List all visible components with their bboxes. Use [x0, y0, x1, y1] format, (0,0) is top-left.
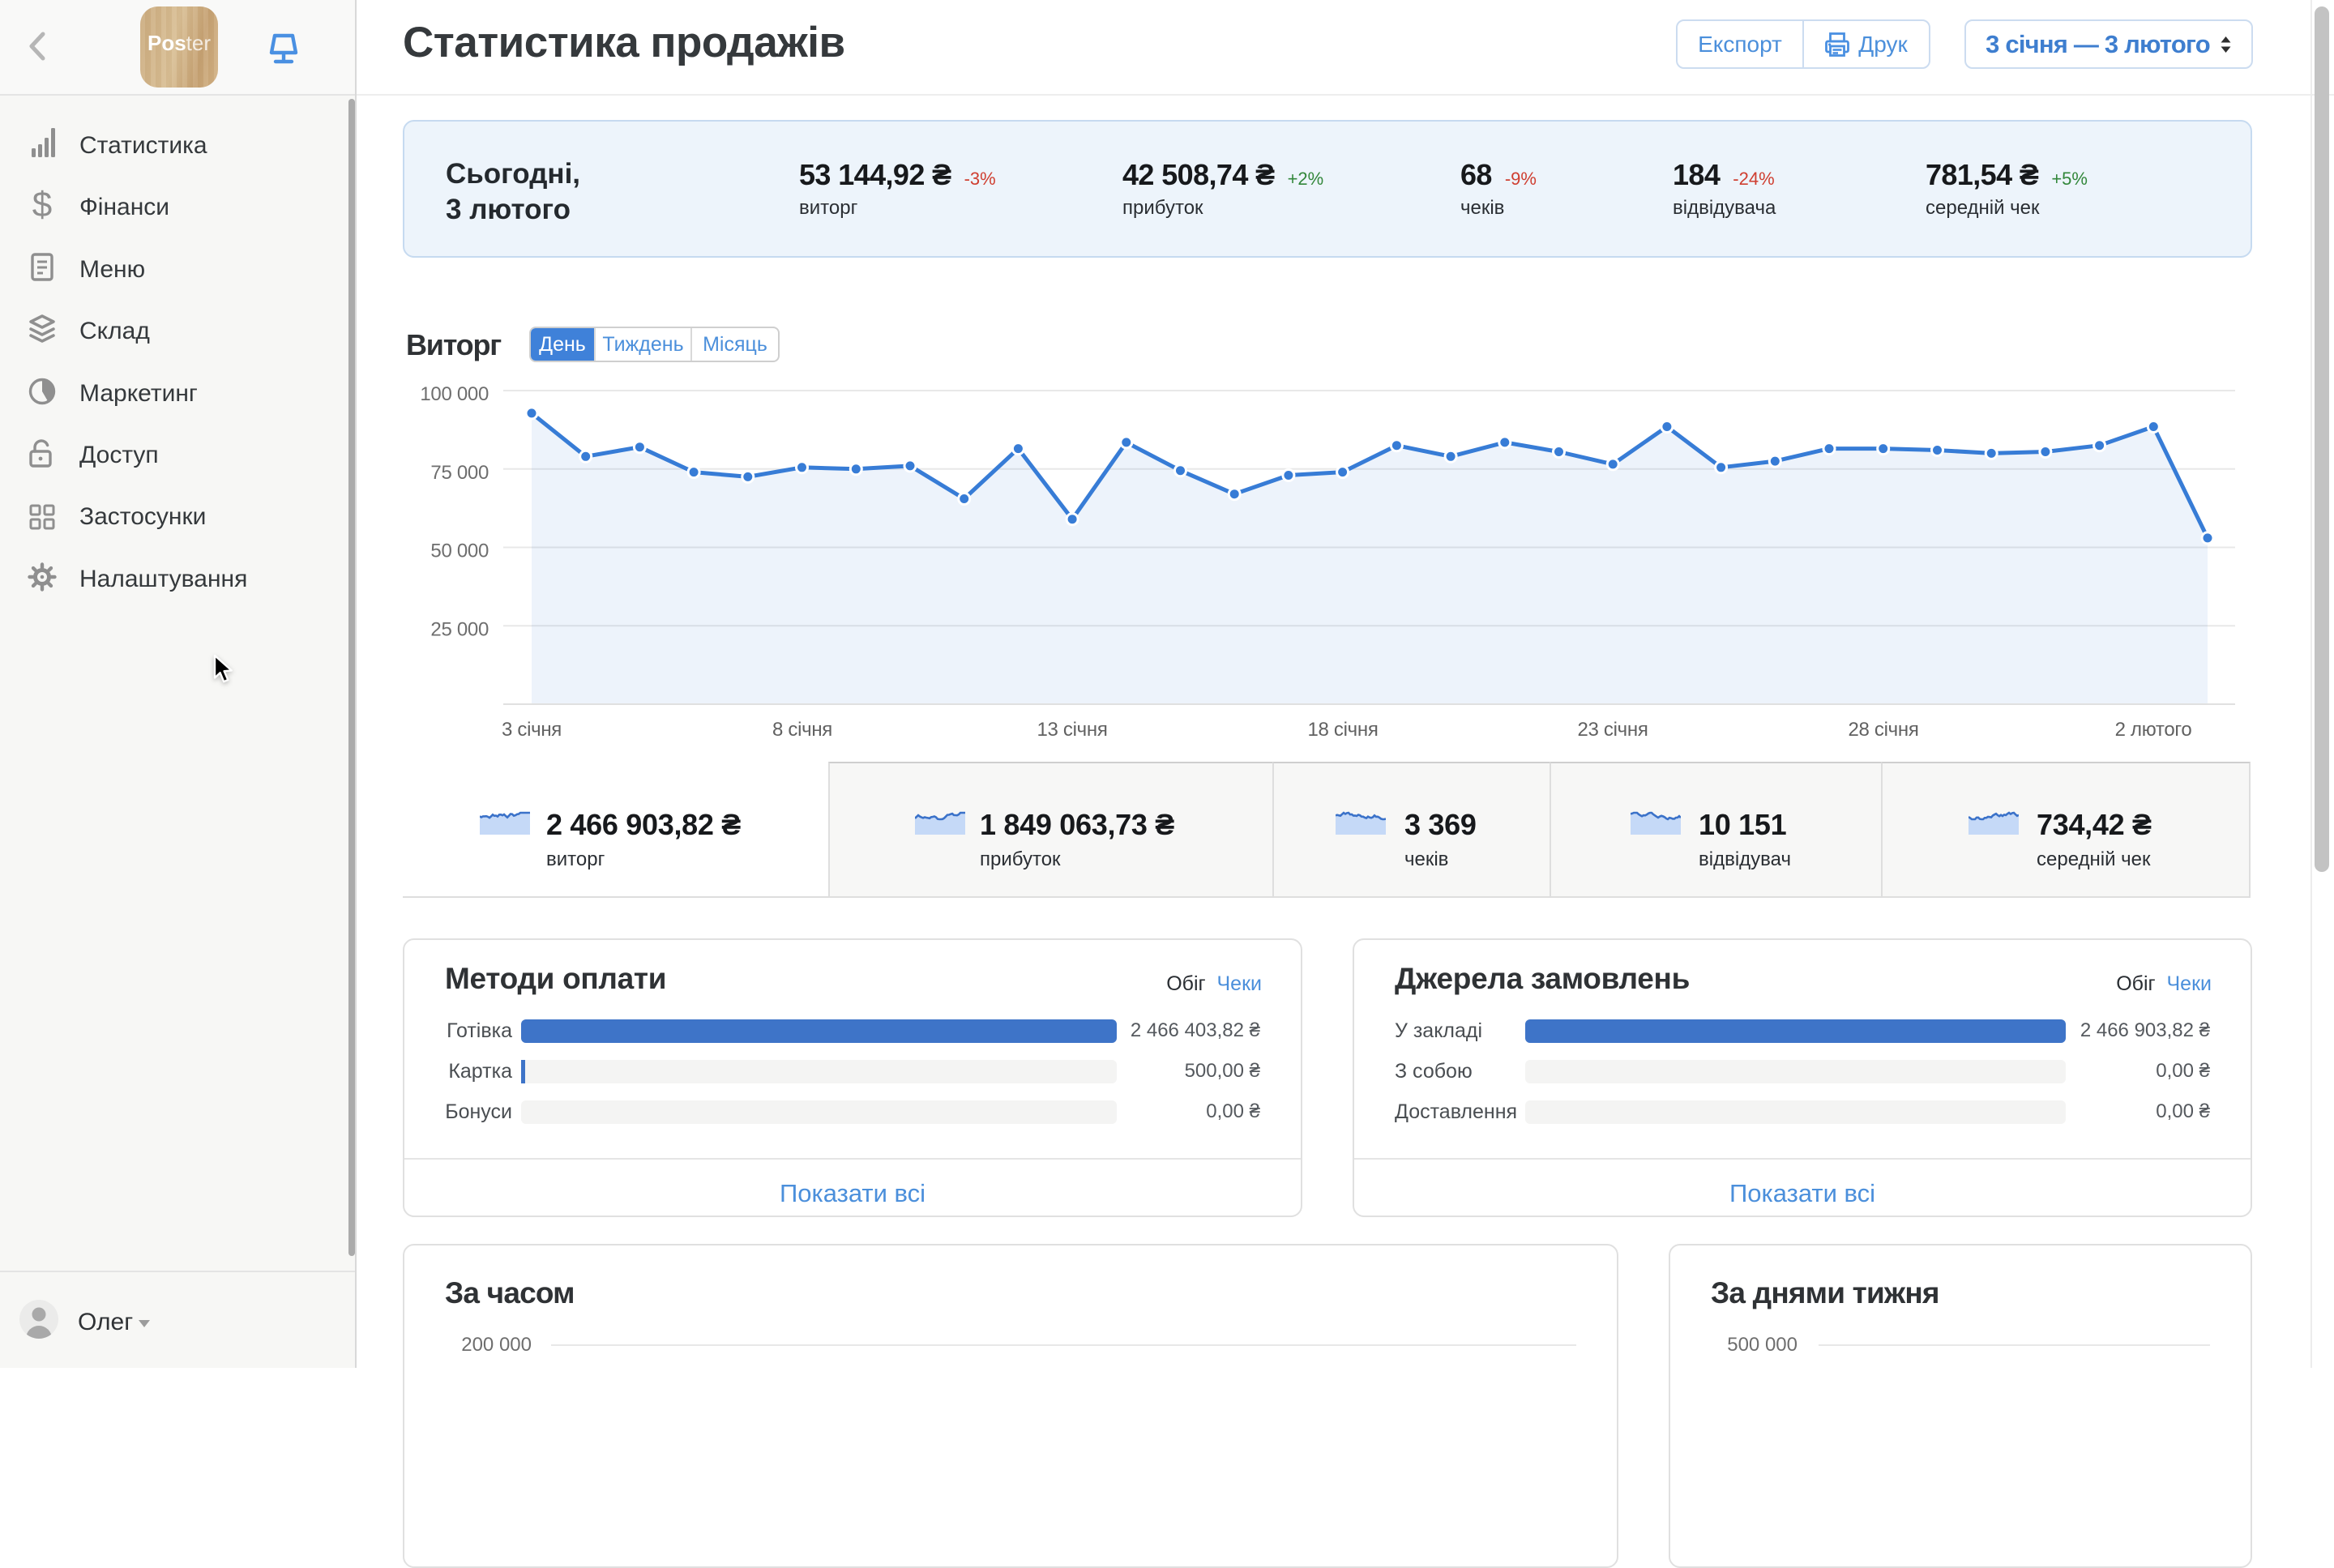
- svg-text:50 000: 50 000: [430, 540, 489, 562]
- svg-text:8 січня: 8 січня: [772, 719, 832, 741]
- svg-text:100 000: 100 000: [420, 383, 489, 405]
- svg-text:18 січня: 18 січня: [1307, 719, 1378, 741]
- svg-text:2 лютого: 2 лютого: [2115, 719, 2192, 741]
- svg-text:75 000: 75 000: [430, 462, 489, 484]
- svg-text:3 січня: 3 січня: [502, 719, 562, 741]
- svg-text:$: $: [32, 190, 52, 220]
- svg-text:23 січня: 23 січня: [1577, 719, 1648, 741]
- svg-text:13 січня: 13 січня: [1037, 719, 1107, 741]
- svg-text:25 000: 25 000: [430, 618, 489, 640]
- svg-text:28 січня: 28 січня: [1848, 719, 1918, 741]
